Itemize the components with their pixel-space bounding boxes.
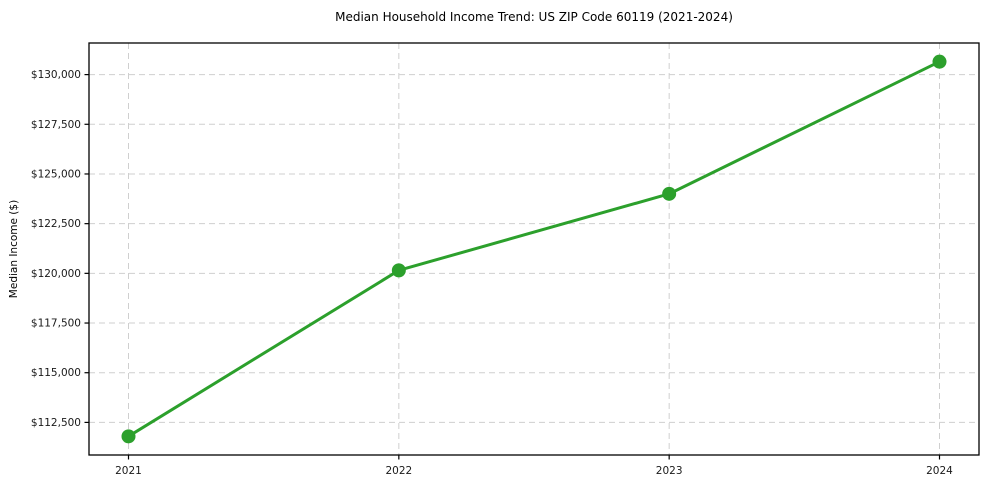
y-tick-label: $127,500 xyxy=(31,119,81,131)
y-tick-label: $112,500 xyxy=(31,417,81,429)
data-point xyxy=(932,54,947,69)
x-tick-label: 2024 xyxy=(926,465,953,477)
data-point xyxy=(391,263,406,278)
y-tick-label: $120,000 xyxy=(31,268,81,280)
data-point xyxy=(121,429,136,444)
y-tick-label: $125,000 xyxy=(31,168,81,180)
chart-title: Median Household Income Trend: US ZIP Co… xyxy=(335,10,733,24)
y-tick-label: $115,000 xyxy=(31,367,81,379)
x-tick-label: 2023 xyxy=(656,465,683,477)
x-tick-label: 2022 xyxy=(385,465,412,477)
y-tick-label: $130,000 xyxy=(31,69,81,81)
y-tick-label: $122,500 xyxy=(31,218,81,230)
x-tick-label: 2021 xyxy=(115,465,142,477)
trend-line xyxy=(127,60,941,438)
data-point xyxy=(662,186,677,201)
plot-border xyxy=(88,42,980,456)
y-tick-label: $117,500 xyxy=(31,318,81,330)
